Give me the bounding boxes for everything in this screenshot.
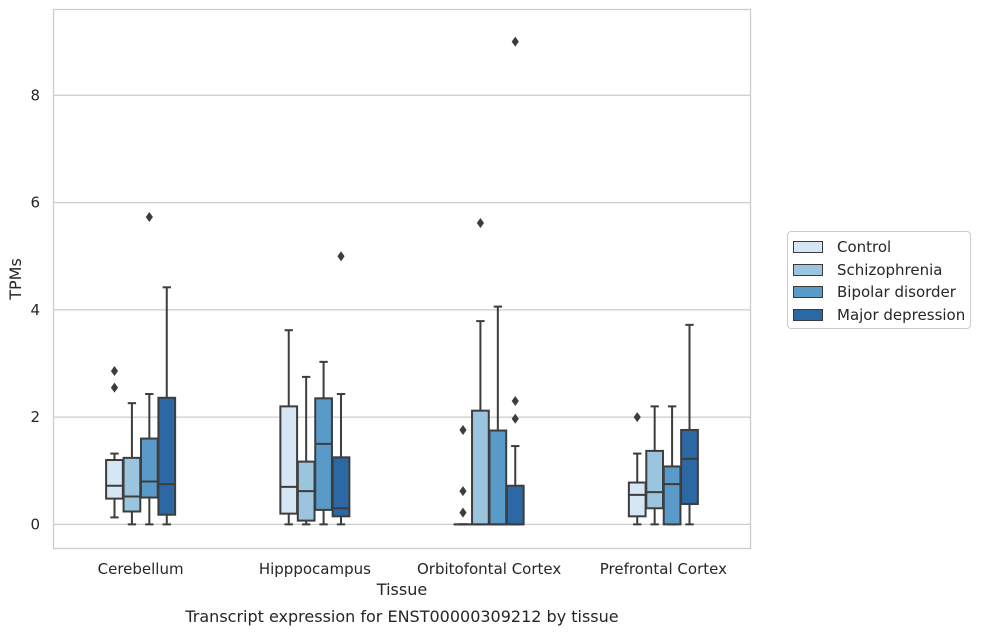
y-tick-label: 8 xyxy=(30,86,40,104)
chart-title: Transcript expression for ENST0000030921… xyxy=(184,607,618,626)
outlier-point xyxy=(511,413,519,424)
box-iqr xyxy=(627,481,647,518)
box-bipolar-disorder xyxy=(488,305,508,526)
box-iqr xyxy=(488,429,508,526)
outlier-point xyxy=(511,396,519,407)
outlier-point xyxy=(459,507,467,518)
box-iqr xyxy=(314,397,333,511)
legend: Control Schizophrenia Bipolar disorder Majo… xyxy=(787,231,971,329)
outlier-point xyxy=(145,212,153,223)
box-iqr xyxy=(122,456,142,513)
box-control xyxy=(105,365,124,519)
box-major-depression xyxy=(505,36,525,526)
box-major-depression xyxy=(331,251,351,526)
box-control xyxy=(453,424,473,526)
legend-item: Schizophrenia xyxy=(788,259,970,282)
legend-swatch xyxy=(793,286,823,299)
legend-label: Major depression xyxy=(837,305,966,324)
y-axis-tick-labels: 0 2 4 6 8 xyxy=(30,86,40,533)
box-iqr xyxy=(139,437,159,499)
box-plot-series xyxy=(105,36,699,526)
y-tick-label: 4 xyxy=(30,301,40,319)
box-schizophrenia xyxy=(296,375,316,526)
box-bipolar-disorder xyxy=(139,212,159,526)
box-iqr xyxy=(157,396,177,516)
box-iqr xyxy=(105,459,124,500)
box-major-depression xyxy=(157,286,177,526)
plot-frame xyxy=(52,8,752,550)
legend-item: Bipolar disorder xyxy=(788,281,970,304)
box-bipolar-disorder xyxy=(662,405,682,526)
x-axis-title: Tissue xyxy=(376,580,427,599)
box-schizophrenia xyxy=(122,402,142,526)
x-tick-label: Hipppocampus xyxy=(259,560,371,578)
y-axis-title: TPMs xyxy=(6,258,25,301)
box-iqr xyxy=(279,405,299,515)
y-tick-label: 2 xyxy=(30,408,40,426)
box-control xyxy=(279,329,299,526)
box-iqr xyxy=(505,484,525,526)
box-control xyxy=(627,412,647,526)
x-tick-label: Orbitofontal Cortex xyxy=(417,560,561,578)
box-schizophrenia xyxy=(645,405,665,526)
box-iqr xyxy=(662,465,682,526)
legend-label: Bipolar disorder xyxy=(837,283,956,302)
box-iqr xyxy=(471,409,490,526)
legend-item: Major depression xyxy=(788,304,970,327)
box-iqr xyxy=(680,428,699,505)
x-axis-tick-labels: Cerebellum Hipppocampus Orbitofontal Corte… xyxy=(98,560,727,578)
box-bipolar-disorder xyxy=(314,360,333,526)
outlier-point xyxy=(110,382,119,393)
y-tick-label: 0 xyxy=(30,515,40,533)
outlier-point xyxy=(459,486,467,497)
box-schizophrenia xyxy=(471,217,490,526)
x-tick-label: Cerebellum xyxy=(98,560,184,578)
outlier-point xyxy=(459,424,467,435)
legend-swatch xyxy=(793,308,823,321)
legend-swatch xyxy=(793,241,823,254)
outlier-point xyxy=(511,36,519,47)
box-iqr xyxy=(331,456,351,518)
y-tick-label: 6 xyxy=(30,194,40,212)
legend-label: Schizophrenia xyxy=(837,260,943,279)
outlier-point xyxy=(110,365,119,376)
legend-item: Control xyxy=(788,236,970,259)
legend-label: Control xyxy=(837,238,892,257)
outlier-point xyxy=(633,412,641,423)
box-major-depression xyxy=(680,323,699,526)
x-tick-label: Prefrontal Cortex xyxy=(600,560,727,578)
box-iqr xyxy=(645,449,665,510)
outlier-point xyxy=(337,251,345,262)
outlier-point xyxy=(476,217,485,228)
legend-swatch xyxy=(793,263,823,276)
